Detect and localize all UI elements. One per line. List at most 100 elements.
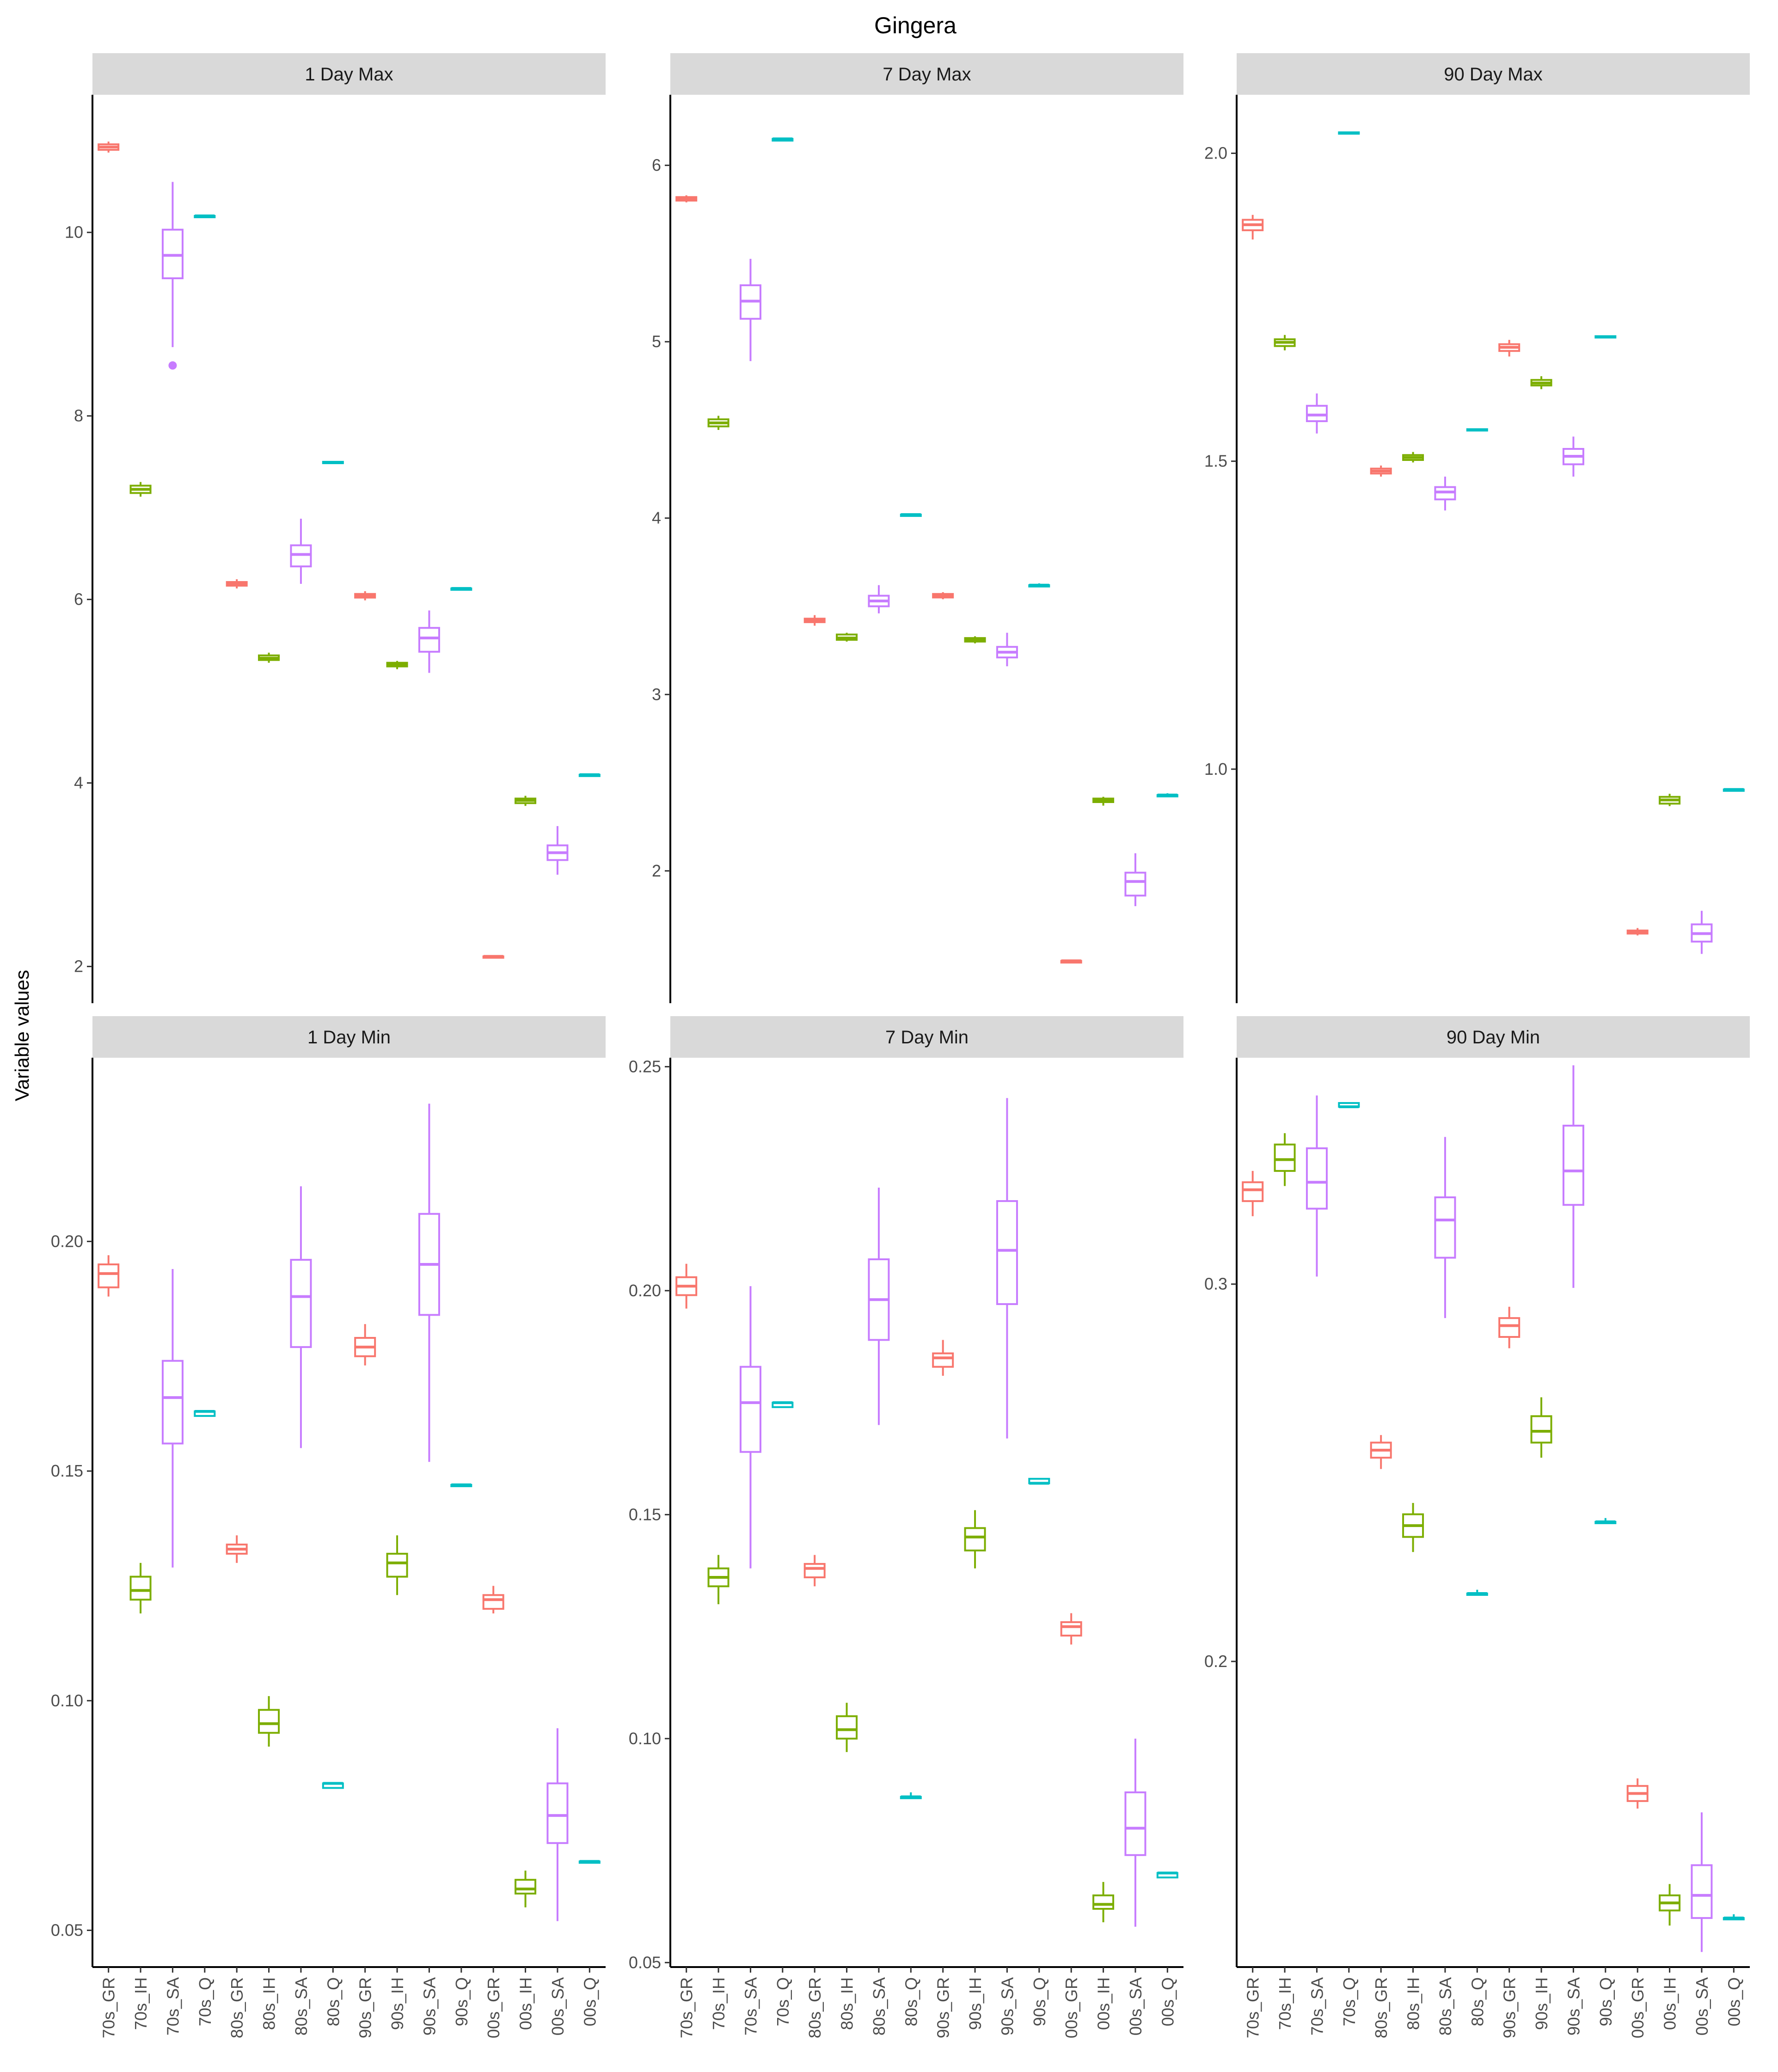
chart-title: Gingera: [874, 12, 956, 38]
box-00s-q: [1156, 1871, 1178, 1879]
facet-strip: [1237, 53, 1750, 95]
x-tick-label: 70s_IH: [131, 1977, 150, 2030]
y-tick-label: 5: [652, 332, 661, 351]
box-90s-sa: [996, 1098, 1018, 1439]
x-tick-label: 00s_SA: [1126, 1977, 1145, 2035]
box-70s-ih: [707, 416, 730, 430]
x-tick-label: 80s_Q: [1468, 1977, 1487, 2026]
y-axis-label: Variable values: [11, 970, 33, 1101]
box-70s-ih: [1274, 335, 1296, 350]
box-iqr: [1274, 1143, 1296, 1172]
box-90s-sa: [418, 610, 440, 673]
box-70s-gr: [98, 141, 120, 153]
box-90s-gr: [1498, 340, 1520, 357]
y-tick-label: 0.15: [629, 1505, 661, 1524]
box-iqr: [932, 1352, 954, 1368]
box-70s-ih: [129, 1563, 152, 1614]
box-90s-sa: [1562, 436, 1584, 477]
y-tick-label: 0.15: [51, 1461, 83, 1480]
box-00s-gr: [482, 1586, 504, 1614]
box-90s-ih: [386, 661, 408, 669]
box-80s-gr: [803, 615, 826, 626]
facet-strip: [92, 1016, 606, 1058]
box-iqr: [1124, 871, 1147, 897]
y-tick-label: 0.25: [629, 1057, 661, 1076]
x-tick-label: 00s_IH: [1661, 1977, 1680, 2030]
facet-strip-label: 7 Day Max: [883, 64, 971, 85]
box-iqr: [836, 1715, 858, 1740]
box-90s-gr: [932, 592, 954, 600]
panel-1-day-min: 1 Day Min 0.05 0.10 0.15 0.20 70s_GR 70s_IH 70s…: [51, 1016, 606, 2038]
x-tick-label: 90s_Q: [1030, 1977, 1049, 2026]
box-80s-gr: [803, 1555, 826, 1587]
box-iqr: [1306, 1147, 1328, 1210]
box-90s-gr: [354, 591, 376, 601]
box-00s-gr: [1060, 1613, 1082, 1645]
box-70s-ih: [707, 1555, 730, 1605]
x-tick-label: 90s_IH: [966, 1977, 985, 2030]
x-tick-label: 80s_GR: [1372, 1977, 1391, 2038]
box-00s-sa: [546, 1728, 569, 1921]
box-iqr: [546, 1782, 569, 1844]
box-iqr: [1092, 1894, 1115, 1910]
panel-7-day-max: 7 Day Max 2 3 4 5 6: [652, 53, 1183, 1003]
box-iqr: [482, 1594, 504, 1610]
x-tick-label: 00s_Q: [580, 1977, 599, 2026]
x-tick-label: 90s_Q: [452, 1977, 471, 2026]
panel-90-day-min: 90 Day Min 0.2 0.3 70s_GR 70s_IH 70s_SA 70s_Q 8…: [1204, 1016, 1750, 2038]
x-tick-label: 00s_IH: [516, 1977, 535, 2030]
x-tick-label: 00s_Q: [1158, 1977, 1177, 2026]
box-iqr: [258, 1709, 280, 1734]
facet-strip-label: 1 Day Max: [305, 64, 393, 85]
box-80s-sa: [290, 1186, 312, 1448]
box-80s-ih: [258, 652, 280, 663]
x-tick-label: 90s_GR: [356, 1977, 375, 2038]
box-80s-ih: [836, 1703, 858, 1752]
box-80s-ih: [258, 1696, 280, 1747]
box-iqr: [1498, 1317, 1520, 1338]
x-tick-label: 80s_SA: [292, 1977, 311, 2035]
x-tick-label: 70s_Q: [196, 1977, 215, 2026]
x-tick-label: 00s_SA: [548, 1977, 567, 2035]
box-80s-q: [1466, 1589, 1488, 1596]
x-tick-label: 00s_GR: [1628, 1977, 1647, 2038]
box-70s-q: [772, 1401, 794, 1408]
box-iqr: [996, 1200, 1018, 1305]
box-00s-ih: [515, 1870, 537, 1907]
box-80s-ih: [836, 632, 858, 642]
box-00s-ih: [1092, 797, 1115, 806]
y-tick-label: 6: [74, 590, 83, 609]
x-tick-label: 70s_GR: [677, 1977, 696, 2038]
x-tick-label: 90s_GR: [1500, 1977, 1519, 2038]
box-70s-gr: [98, 1255, 120, 1297]
box-90s-ih: [964, 636, 986, 644]
y-tick-label: 8: [74, 406, 83, 425]
x-tick-label: 70s_SA: [1307, 1977, 1326, 2035]
box-iqr: [1434, 1196, 1456, 1259]
box-00s-gr: [482, 955, 504, 959]
box-80s-sa: [1434, 1137, 1456, 1318]
box-iqr: [964, 1527, 986, 1551]
x-tick-label: 90s_IH: [1532, 1977, 1551, 2030]
x-tick-label: 80s_GR: [227, 1977, 246, 2038]
box-00s-q: [578, 1860, 601, 1864]
box-70s-q: [194, 215, 216, 218]
y-tick-label: 2: [652, 861, 661, 880]
box-iqr: [1306, 405, 1328, 423]
box-00s-ih: [1092, 1882, 1115, 1923]
box-00s-q: [1723, 1914, 1745, 1920]
box-iqr: [1242, 1181, 1264, 1202]
box-iqr: [161, 1360, 184, 1445]
x-tick-label: 00s_Q: [1724, 1977, 1743, 2026]
facet-strip-label: 1 Day Min: [307, 1027, 391, 1048]
box-80s-q: [322, 460, 344, 464]
box-80s-q: [900, 513, 922, 517]
facet-strip: [92, 53, 606, 95]
box-iqr: [290, 1259, 312, 1348]
box-80s-gr: [1370, 1435, 1392, 1469]
y-tick-label: 4: [652, 509, 661, 527]
box-70s-q: [1338, 131, 1360, 135]
panel-90-day-max: 90 Day Max 1.0 1.5 2.0: [1204, 53, 1750, 1003]
box-80s-sa: [1434, 476, 1456, 511]
box-80s-ih: [1402, 1503, 1424, 1552]
